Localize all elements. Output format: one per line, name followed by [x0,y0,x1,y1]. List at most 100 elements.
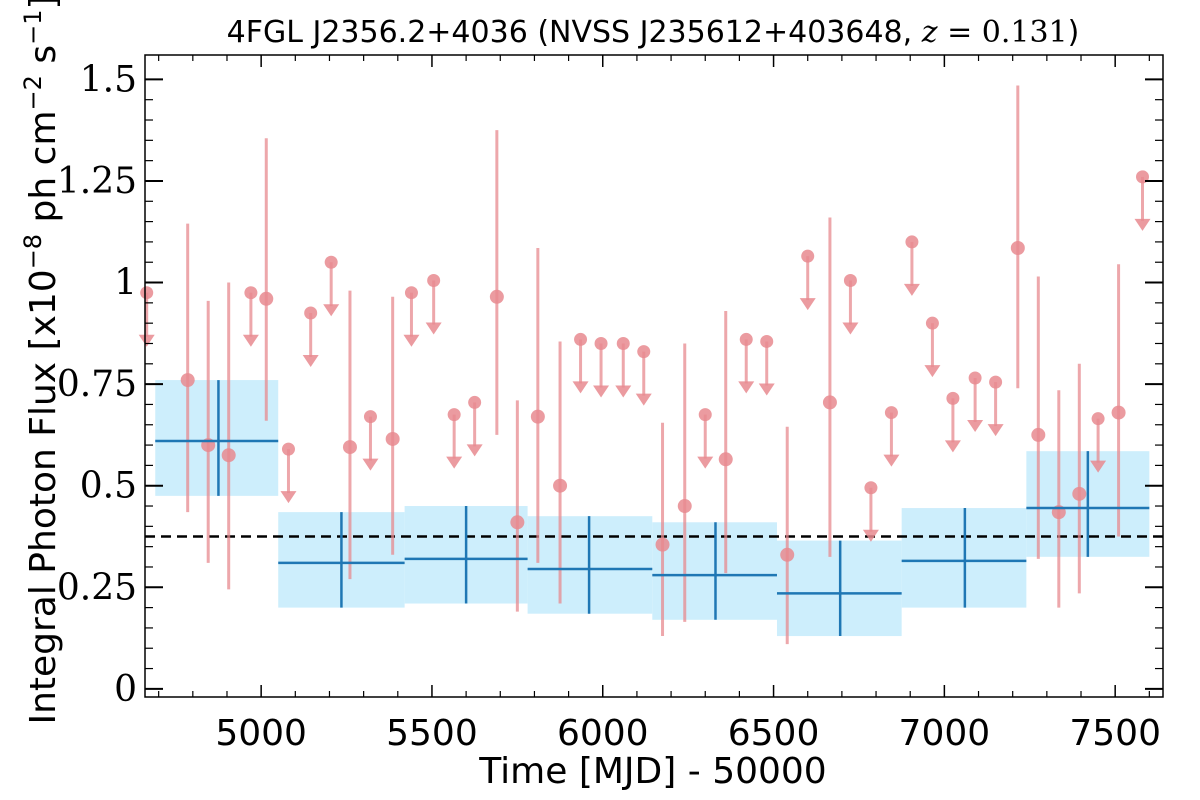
upper-limit-point [843,274,857,288]
upper-limit-arrow-head [697,456,714,469]
upper-limit-arrow-head [138,334,155,347]
upper-limit-point [968,371,982,385]
upper-limit-arrow-head [403,334,420,347]
upper-limit-arrow-head [924,365,941,378]
upper-limit-point [594,336,608,350]
yearly-series [155,380,1150,637]
upper-limit-point [760,334,774,348]
monthly-point [221,448,236,463]
upper-limit-arrow-head [446,456,463,469]
x-axis-label: Time [MJD] - 50000 [478,751,826,792]
upper-limit-point [244,286,258,300]
x-tick-label: 7500 [1069,713,1161,754]
monthly-point [510,515,525,530]
plot-frame [144,54,1164,698]
upper-limit-point [698,408,712,422]
upper-limit-arrow-head [615,385,632,398]
monthly-point [342,440,357,455]
upper-limit-point [447,408,461,422]
y-axis-label-mid: ph cm [23,110,64,233]
upper-limit-point [1091,412,1105,426]
monthly-series [138,85,1151,645]
upper-limit-point [946,391,960,405]
x-tick-label: 5000 [215,713,307,754]
upper-limit-arrow-head [572,381,589,394]
monthly-point [180,373,195,388]
x-tick-label: 5500 [386,713,478,754]
x-tick-label: 6500 [728,713,820,754]
upper-limit-point [140,286,154,300]
upper-limit-arrow-head [1134,218,1151,231]
upper-limit-arrow-head [242,334,259,347]
chart-title-prefix: 4FGL J2356.2+4036 (NVSS J235612+403648, [227,15,922,50]
upper-limit-arrow-head [466,444,483,457]
y-tick-label: 0.75 [57,364,137,405]
monthly-point [385,431,400,446]
y-axis-label-end: ] [23,0,64,10]
y-tick-label: 0 [114,669,137,710]
chart-title-z-value: = 0.131 [938,15,1068,50]
monthly-point [1010,241,1025,256]
upper-limit-point [739,332,753,346]
upper-limit-arrow-head [799,298,816,311]
upper-limit-arrow-head [987,424,1004,437]
y-tick-label: 1 [114,263,137,304]
upper-limit-point [363,410,377,424]
monthly-point [1031,427,1046,442]
upper-limit-arrow-head [758,383,775,396]
upper-limit-arrow-head [738,381,755,394]
y-axis-label: Integral Photon Flux [x10−8 ph cm−2 s−1] [19,0,64,725]
y-axis-label-exp2: −2 [19,75,47,110]
x-tick-label: 6000 [557,713,649,754]
monthly-point [655,537,670,552]
upper-limit-arrow-head [883,454,900,467]
chart-title: 4FGL J2356.2+4036 (NVSS J235612+403648, … [227,15,1080,50]
upper-limit-point [884,406,898,420]
upper-limit-arrow-head [903,283,920,296]
upper-limit-point [404,286,418,300]
y-tick-label: 0.5 [80,466,137,507]
upper-limit-point [801,249,815,263]
yearly-band [155,380,279,496]
upper-limit-arrow-head [842,322,859,335]
upper-limit-arrow-head [593,385,610,398]
monthly-point [718,452,733,467]
upper-limit-arrow-head [362,458,379,471]
monthly-point [259,291,274,306]
upper-limit-point [905,235,919,249]
monthly-point [1111,405,1126,420]
upper-limit-point [281,442,295,456]
upper-limit-arrow-head [425,322,442,335]
y-axis-label-exp3: −1 [19,10,47,45]
upper-limit-point [324,255,338,269]
monthly-point [489,289,504,304]
upper-limit-point [304,306,318,320]
y-axis-label-mid2: s [23,45,64,75]
y-axis-label-exp1: −8 [19,234,47,269]
upper-limit-arrow-head [967,420,984,433]
y-tick-label: 1.25 [57,161,137,202]
x-tick-label: 7000 [899,713,991,754]
chart-title-z-symbol: z [921,15,938,50]
upper-limit-arrow-head [1090,460,1107,473]
upper-limit-point [637,345,651,359]
upper-limit-arrow-head [862,529,879,542]
y-tick-label: 0.25 [57,567,137,608]
plot-axes [144,54,1164,698]
monthly-point [822,395,837,410]
monthly-point [677,499,692,514]
upper-limit-point [989,375,1003,389]
upper-limit-arrow-head [323,304,340,317]
upper-limit-point [616,336,630,350]
upper-limit-point [427,274,441,288]
monthly-point [780,547,795,562]
upper-limit-point [925,316,939,330]
upper-limit-arrow-head [302,355,319,368]
axis-ticks: 5000 5500 6000 6500 7000 7500 0 0.25 0.5 0.75 1 1.2… [57,55,1163,754]
upper-limit-arrow-head [635,393,652,406]
upper-limit-point [468,395,482,409]
upper-limit-point [864,481,878,495]
y-axis-label-main: Integral Photon Flux [x10 [23,269,64,724]
monthly-point [530,409,545,424]
